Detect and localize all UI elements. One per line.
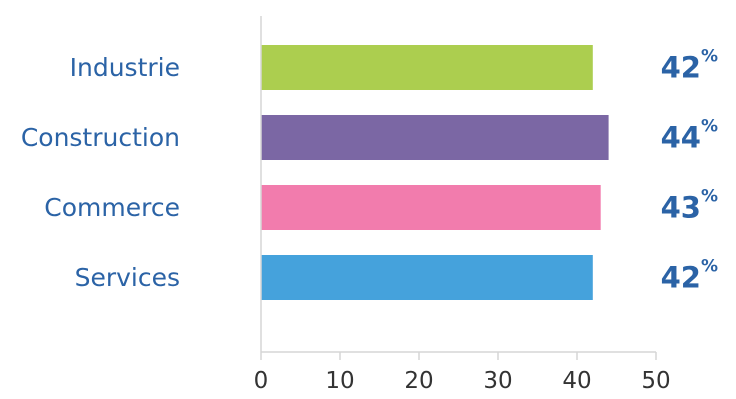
- value-labels: 42% 44% 43% 42%: [661, 47, 718, 295]
- value-label-construction: 44%: [661, 117, 718, 155]
- x-tick-label-0: 0: [254, 368, 269, 394]
- x-axis-ticks: 0 10 20 30 40 50: [254, 352, 671, 394]
- category-labels: Industrie Construction Commerce Services: [21, 53, 180, 292]
- bar-commerce: [261, 185, 601, 230]
- value-label-industrie: 42%: [661, 47, 718, 85]
- category-label-industrie: Industrie: [70, 53, 180, 82]
- category-label-services: Services: [75, 263, 180, 292]
- x-tick-label-50: 50: [641, 368, 670, 394]
- bars-layer: [261, 45, 609, 300]
- category-label-construction: Construction: [21, 123, 180, 152]
- x-tick-label-10: 10: [325, 368, 354, 394]
- bar-construction: [261, 115, 609, 160]
- value-label-commerce: 43%: [661, 187, 718, 225]
- bar-industrie: [261, 45, 593, 90]
- category-label-commerce: Commerce: [44, 193, 180, 222]
- x-tick-label-20: 20: [404, 368, 433, 394]
- x-tick-label-30: 30: [483, 368, 512, 394]
- value-label-services: 42%: [661, 257, 718, 295]
- x-tick-label-40: 40: [562, 368, 591, 394]
- bar-services: [261, 255, 593, 300]
